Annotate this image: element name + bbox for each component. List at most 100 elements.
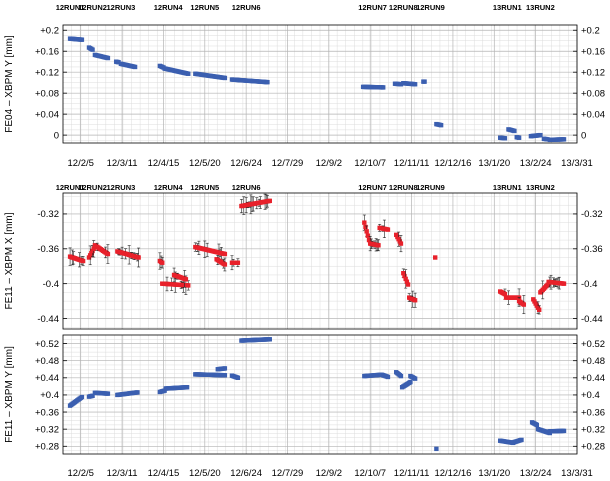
data-point xyxy=(502,136,508,141)
data-point xyxy=(80,258,86,264)
y-tick-label-left: +0.52 xyxy=(35,339,59,350)
data-point xyxy=(412,82,418,87)
data-point xyxy=(519,437,524,443)
data-point xyxy=(405,282,411,287)
y-tick-label-right: +0.2 xyxy=(581,26,600,37)
x-tick-label: 12/7/29 xyxy=(272,468,304,479)
data-point xyxy=(438,122,444,128)
data-point xyxy=(502,291,508,297)
data-point xyxy=(385,374,391,380)
y-tick-label-left: 0 xyxy=(54,130,59,141)
x-tick-label: 12/3/11 xyxy=(107,158,138,169)
run-label-12run1: 12RUN1 xyxy=(56,3,85,12)
data-point xyxy=(183,277,189,282)
x-tick-label: 12/10/7 xyxy=(354,158,386,169)
run-label-12run3: 12RUN3 xyxy=(107,183,136,192)
x-tick-label: 12/11/11 xyxy=(394,468,430,479)
data-point xyxy=(90,47,95,52)
data-point xyxy=(235,375,241,381)
x-tick-label: 13/3/31 xyxy=(561,468,593,479)
y-tick-label-left: +0.28 xyxy=(35,442,59,453)
panel-fe11-y: +0.28 +0.28 +0.32 +0.32 +0.36 +0.36 +0.4 +0.4 +0… xyxy=(4,334,605,479)
data-point xyxy=(267,198,272,204)
y-tick-label-left: +0.2 xyxy=(40,26,59,37)
y-axis-label: FE11 – XBPM Y [mm] xyxy=(4,346,15,443)
data-point xyxy=(512,128,517,134)
data-point xyxy=(521,302,527,307)
y-tick-label-right: 0 xyxy=(581,130,586,141)
y-tick-label-right: +0.36 xyxy=(581,407,605,418)
data-point xyxy=(222,75,228,81)
data-point xyxy=(412,298,418,303)
y-tick-label-left: -0.32 xyxy=(37,209,59,220)
y-tick-label-right: -0.36 xyxy=(581,244,603,255)
data-point xyxy=(561,281,567,286)
run-label-12run8: 12RUN8 xyxy=(389,183,418,192)
x-tick-label: 12/5/20 xyxy=(189,158,221,169)
data-point xyxy=(222,373,228,378)
x-tick-label: 12/9/2 xyxy=(316,468,342,479)
x-tick-label: 12/12/16 xyxy=(434,468,471,479)
run-label-13run2: 13RUN2 xyxy=(526,183,555,192)
y-tick-label-left: +0.04 xyxy=(35,109,59,120)
y-tick-label-left: +0.36 xyxy=(35,407,59,418)
data-point xyxy=(105,391,111,396)
data-point xyxy=(376,243,381,248)
y-tick-label-right: +0.52 xyxy=(581,339,605,350)
x-tick-label: 13/2/24 xyxy=(520,158,552,169)
data-point xyxy=(434,446,439,452)
data-series xyxy=(67,36,567,143)
run-label-12run7: 12RUN7 xyxy=(358,3,387,12)
y-tick-label-right: -0.44 xyxy=(581,314,603,325)
x-tick-label: 13/1/20 xyxy=(478,468,510,479)
data-point xyxy=(561,428,567,434)
run-label-12run4: 12RUN4 xyxy=(154,3,184,12)
data-point xyxy=(184,385,190,390)
data-point xyxy=(222,366,228,371)
data-series xyxy=(67,193,567,315)
run-label-12run3: 12RUN3 xyxy=(107,3,136,12)
data-point xyxy=(516,135,522,140)
x-tick-label: 12/2/5 xyxy=(68,158,94,169)
data-point xyxy=(105,55,111,61)
data-point xyxy=(398,241,404,246)
run-label-12run9: 12RUN9 xyxy=(416,3,445,12)
y-tick-label-left: +0.32 xyxy=(35,424,59,435)
y-tick-label-left: +0.12 xyxy=(35,68,59,79)
y-tick-label-right: +0.04 xyxy=(581,109,605,120)
data-point xyxy=(267,337,272,342)
x-tick-label: 12/4/15 xyxy=(148,158,180,169)
y-tick-label-left: +0.44 xyxy=(35,373,59,384)
y-tick-label-right: +0.16 xyxy=(581,47,605,58)
run-label-12run2: 12RUN2 xyxy=(78,3,107,12)
x-tick-label: 13/1/20 xyxy=(478,158,510,169)
data-point xyxy=(363,224,368,230)
y-tick-label-right: +0.12 xyxy=(581,68,605,79)
x-tick-label: 12/2/5 xyxy=(68,468,94,479)
x-tick-label: 13/3/31 xyxy=(561,158,593,169)
data-point xyxy=(408,379,413,385)
data-point xyxy=(222,251,228,257)
run-label-12run6: 12RUN6 xyxy=(232,183,261,192)
y-tick-label-right: -0.32 xyxy=(581,209,603,220)
x-tick-label: 12/9/2 xyxy=(316,158,342,169)
x-tick-label: 12/3/11 xyxy=(107,468,138,479)
y-tick-label-left: -0.36 xyxy=(37,244,59,255)
y-tick-label-right: +0.08 xyxy=(581,88,605,99)
data-point xyxy=(403,276,408,282)
data-point xyxy=(135,390,140,395)
minor-grid xyxy=(63,25,577,143)
x-tick-label: 13/2/24 xyxy=(520,468,552,479)
run-label-12run1: 12RUN1 xyxy=(56,183,85,192)
data-point xyxy=(186,283,191,288)
x-tick-label: 12/6/24 xyxy=(230,468,262,479)
x-tick-label: 12/4/15 xyxy=(148,468,180,479)
data-point xyxy=(160,260,165,265)
run-label-12run7: 12RUN7 xyxy=(358,183,387,192)
x-tick-label: 12/12/16 xyxy=(434,158,471,169)
data-point xyxy=(365,233,371,238)
data-point xyxy=(561,137,567,142)
run-label-12run9: 12RUN9 xyxy=(416,183,445,192)
x-tick-label: 12/11/11 xyxy=(394,158,430,169)
